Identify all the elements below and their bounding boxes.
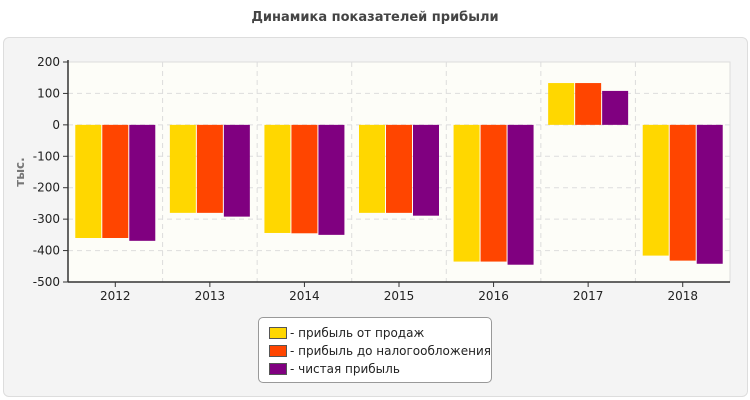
y-tick-label: -500 — [33, 275, 60, 289]
y-tick-label: 200 — [37, 55, 60, 69]
legend-swatch — [269, 345, 287, 357]
chart-title: Динамика показателей прибыли — [251, 10, 499, 25]
y-tick-label: -100 — [33, 149, 60, 163]
bar — [413, 124, 439, 216]
bar — [196, 124, 223, 213]
x-tick-label: 2014 — [289, 289, 320, 303]
bar — [223, 124, 250, 217]
x-tick-label: 2017 — [573, 289, 604, 303]
legend-item: - прибыль от продаж — [269, 324, 491, 342]
bar — [264, 124, 291, 233]
bar — [669, 124, 696, 261]
bar — [129, 124, 156, 241]
bar — [359, 124, 385, 213]
bar — [642, 124, 669, 256]
y-axis-label: тыс. — [13, 157, 27, 186]
bar — [548, 83, 575, 125]
x-tick-label: 2016 — [478, 289, 509, 303]
y-tick-label: 0 — [52, 118, 60, 132]
legend-label: - чистая прибыль — [290, 362, 400, 376]
y-tick-label: -200 — [33, 181, 60, 195]
bar — [575, 83, 602, 125]
x-tick-label: 2013 — [195, 289, 226, 303]
legend-label: - прибыль до налогообложения — [290, 344, 491, 358]
bar — [507, 124, 534, 265]
bar — [291, 124, 318, 234]
legend: - прибыль от продаж - прибыль до налогоо… — [258, 317, 492, 383]
x-tick-label: 2018 — [667, 289, 698, 303]
legend-item: - чистая прибыль — [269, 360, 491, 378]
bar — [169, 124, 196, 213]
x-tick-label: 2012 — [100, 289, 131, 303]
legend-swatch — [269, 327, 287, 339]
legend-item: - прибыль до налогообложения — [269, 342, 491, 360]
bar — [75, 124, 102, 238]
x-tick-label: 2015 — [384, 289, 415, 303]
bar — [480, 124, 507, 262]
bar — [318, 124, 345, 235]
bar — [453, 124, 480, 262]
y-tick-label: 100 — [37, 86, 60, 100]
y-tick-label: -400 — [33, 244, 60, 258]
bar — [102, 124, 129, 238]
bar — [386, 124, 412, 213]
y-tick-label: -300 — [33, 212, 60, 226]
bar — [696, 124, 723, 264]
bar — [602, 90, 629, 125]
legend-swatch — [269, 363, 287, 375]
legend-label: - прибыль от продаж — [290, 326, 425, 340]
